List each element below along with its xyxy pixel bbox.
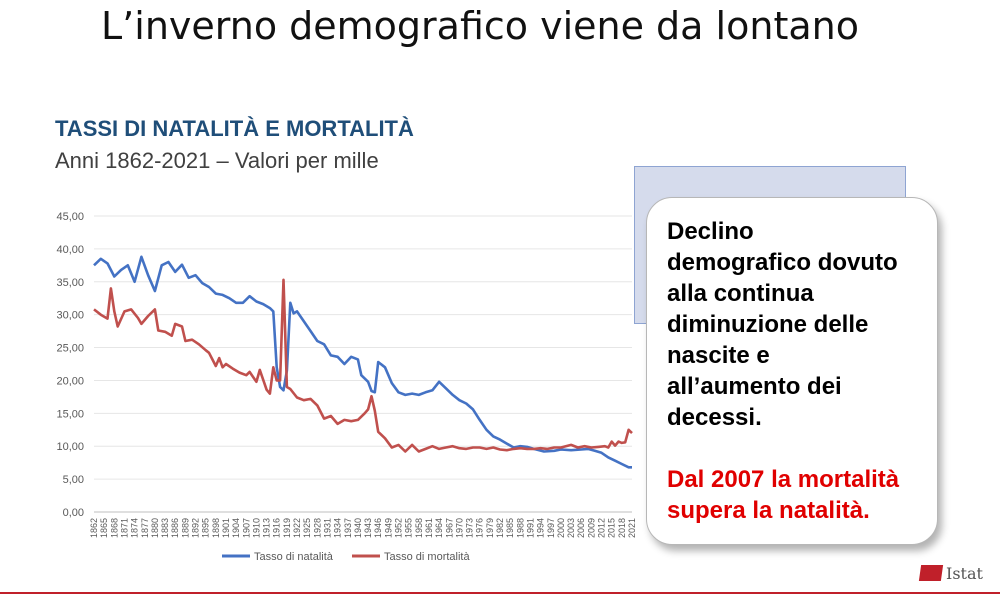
istat-logo-text: Istat [946, 563, 983, 583]
x-tick-label: 1949 [383, 518, 393, 538]
x-tick-label: 1928 [312, 518, 322, 538]
y-axis-ticks: 0,00 5,00 10,00 15,00 20,00 25,00 30,00 35,00 40… [56, 211, 84, 519]
x-tick-label: 2000 [556, 518, 566, 538]
callout-highlight-line: Dal 2007 la mortalità [667, 466, 900, 493]
callout-line: alla continua [667, 280, 814, 307]
x-tick-label: 1952 [394, 518, 404, 538]
x-tick-label: 1946 [373, 518, 383, 538]
x-tick-label: 1904 [231, 518, 241, 538]
callout-line: nascite e [667, 342, 770, 369]
x-tick-label: 1895 [201, 518, 211, 538]
y-tick-label: 30,00 [56, 310, 84, 322]
x-tick-label: 1892 [191, 518, 201, 538]
x-tick-label: 1958 [414, 518, 424, 538]
y-tick-label: 10,00 [56, 441, 84, 453]
y-tick-label: 40,00 [56, 244, 84, 256]
x-tick-label: 1931 [322, 518, 332, 538]
y-tick-label: 5,00 [63, 474, 84, 486]
x-tick-label: 1877 [140, 518, 150, 538]
x-tick-label: 2009 [586, 518, 596, 538]
istat-logo: Istat [918, 562, 992, 584]
x-tick-label: 1862 [89, 518, 99, 538]
x-tick-label: 1910 [251, 518, 261, 538]
x-tick-label: 1874 [130, 518, 140, 538]
x-tick-label: 1922 [292, 518, 302, 538]
x-tick-label: 1976 [475, 518, 485, 538]
x-tick-label: 1880 [150, 518, 160, 538]
chart-subtitle: Anni 1862-2021 – Valori per mille [55, 148, 379, 173]
x-tick-label: 1973 [465, 518, 475, 538]
x-tick-label: 1883 [160, 518, 170, 538]
x-tick-label: 1943 [363, 518, 373, 538]
legend-label: Tasso di mortalità [384, 551, 470, 563]
y-tick-label: 0,00 [63, 507, 84, 519]
x-tick-label: 1907 [241, 518, 251, 538]
y-tick-label: 45,00 [56, 211, 84, 223]
x-tick-label: 1898 [211, 518, 221, 538]
x-tick-label: 2006 [576, 518, 586, 538]
x-tick-label: 1871 [119, 518, 129, 538]
x-tick-label: 1919 [282, 518, 292, 538]
x-tick-label: 1982 [495, 518, 505, 538]
line-chart: 0,00 5,00 10,00 15,00 20,00 25,00 30,00 35,00 40… [56, 211, 637, 563]
series-line [93, 255, 632, 469]
chart-gridlines [94, 215, 632, 513]
x-tick-label: 1940 [353, 518, 363, 538]
x-tick-label: 2003 [566, 518, 576, 538]
chart-series [93, 255, 633, 469]
callout-line: demografico dovuto [667, 249, 898, 276]
x-tick-label: 1979 [485, 518, 495, 538]
callout-line: all’aumento dei [667, 373, 842, 400]
legend-label: Tasso di natalità [254, 551, 334, 563]
x-tick-label: 1865 [99, 518, 109, 538]
y-tick-label: 35,00 [56, 277, 84, 289]
x-axis-ticks: 1862 1865 1868 1871 1874 1877 1880 1883 1886 1889… [89, 518, 637, 538]
x-tick-label: 1889 [180, 518, 190, 538]
x-tick-label: 1901 [221, 518, 231, 538]
x-tick-label: 2018 [617, 518, 627, 538]
x-tick-label: 1985 [505, 518, 515, 538]
x-tick-label: 1997 [546, 518, 556, 538]
x-tick-label: 1994 [536, 518, 546, 538]
x-tick-label: 1925 [302, 518, 312, 538]
y-tick-label: 20,00 [56, 375, 84, 387]
x-tick-label: 1886 [170, 518, 180, 538]
x-tick-label: 1913 [262, 518, 272, 538]
callout-line: diminuzione delle [667, 311, 869, 338]
chart-legend: Tasso di natalità Tasso di mortalità [222, 551, 470, 563]
slide-title: L’inverno demografico viene da lontano [101, 4, 859, 48]
y-tick-label: 25,00 [56, 343, 84, 355]
x-tick-label: 1964 [434, 518, 444, 538]
x-tick-label: 1955 [404, 518, 414, 538]
footer-accent-line [0, 592, 1000, 594]
callout-line: decessi. [667, 404, 762, 431]
x-tick-label: 1970 [454, 518, 464, 538]
x-tick-label: 1988 [515, 518, 525, 538]
x-tick-label: 1967 [444, 518, 454, 538]
x-tick-label: 2015 [607, 518, 617, 538]
callout-line: Declino [667, 218, 754, 245]
x-tick-label: 1916 [272, 518, 282, 538]
callout-highlight-line: supera la natalità. [667, 497, 870, 524]
callout-box: Declino demografico dovuto alla continua… [646, 197, 938, 545]
x-tick-label: 2012 [597, 518, 607, 538]
x-tick-label: 1868 [109, 518, 119, 538]
x-tick-label: 2021 [627, 518, 637, 538]
chart-title: TASSI DI NATALITÀ E MORTALITÀ [55, 116, 414, 141]
series-line [93, 278, 633, 453]
istat-logo-icon [918, 565, 944, 581]
x-tick-label: 1937 [343, 518, 353, 538]
x-tick-label: 1991 [525, 518, 535, 538]
x-tick-label: 1961 [424, 518, 434, 538]
y-tick-label: 15,00 [56, 408, 84, 420]
x-tick-label: 1934 [333, 518, 343, 538]
